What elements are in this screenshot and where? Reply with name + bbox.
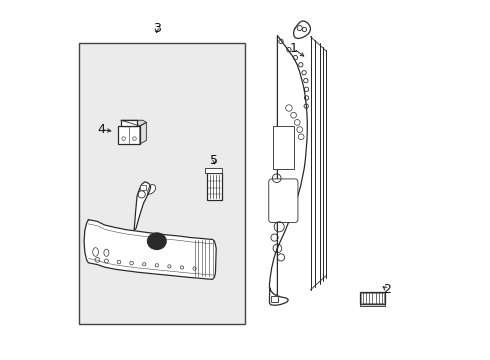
Polygon shape	[148, 184, 156, 194]
Bar	[207, 173, 221, 200]
Polygon shape	[270, 36, 307, 295]
Polygon shape	[84, 220, 216, 279]
Polygon shape	[134, 182, 151, 230]
Text: 4: 4	[97, 123, 105, 136]
Ellipse shape	[147, 233, 166, 249]
Bar	[360, 304, 386, 306]
Text: 2: 2	[383, 283, 391, 296]
Bar	[118, 126, 140, 144]
Text: 3: 3	[153, 22, 161, 35]
Text: 5: 5	[210, 154, 219, 167]
Bar	[205, 168, 221, 173]
Polygon shape	[270, 288, 288, 305]
Polygon shape	[140, 122, 147, 144]
Bar	[271, 296, 278, 302]
Polygon shape	[294, 21, 311, 39]
Bar	[361, 293, 384, 303]
Bar	[121, 120, 137, 126]
FancyBboxPatch shape	[269, 179, 298, 222]
Bar	[140, 185, 146, 190]
Polygon shape	[121, 120, 147, 126]
Bar	[79, 43, 245, 324]
Bar	[273, 126, 294, 169]
Bar	[360, 292, 386, 304]
Text: 1: 1	[290, 42, 297, 55]
